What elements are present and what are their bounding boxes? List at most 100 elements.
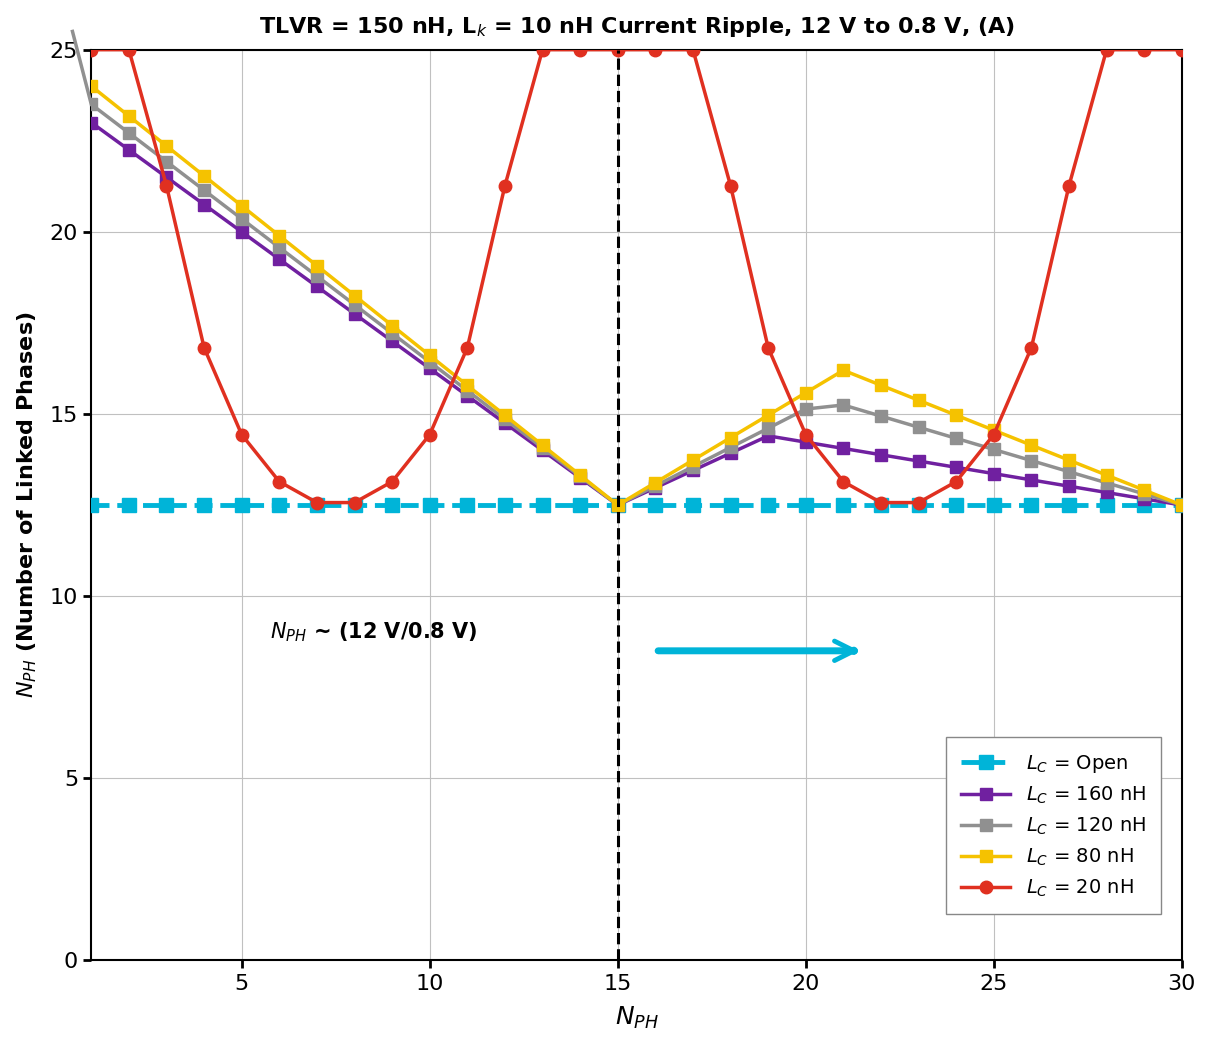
- $L_C$ = Open: [761, 499, 775, 511]
- $L_C$ = 120 nH: [798, 403, 813, 415]
- $L_C$ = 120 nH: [385, 327, 400, 340]
- $L_C$ = Open: [197, 499, 212, 511]
- $L_C$ = 120 nH: [423, 356, 437, 368]
- $L_C$ = 160 nH: [685, 464, 700, 477]
- $L_C$ = 80 nH: [1025, 439, 1039, 452]
- $L_C$ = 120 nH: [648, 480, 662, 493]
- $L_C$ = 80 nH: [84, 79, 98, 92]
- $L_C$ = Open: [723, 499, 737, 511]
- $L_C$ = 20 nH: [385, 475, 400, 487]
- Line: $L_C$ = 120 nH: $L_C$ = 120 nH: [85, 98, 1188, 511]
- $L_C$ = 20 nH: [121, 43, 136, 55]
- $L_C$ = 80 nH: [121, 110, 136, 122]
- $L_C$ = 120 nH: [310, 270, 325, 282]
- $L_C$ = 160 nH: [535, 445, 550, 457]
- Y-axis label: $N_{PH}$ (Number of Linked Phases): $N_{PH}$ (Number of Linked Phases): [15, 312, 39, 699]
- $L_C$ = Open: [272, 499, 287, 511]
- $L_C$ = 80 nH: [798, 386, 813, 399]
- $L_C$ = Open: [310, 499, 325, 511]
- $L_C$ = Open: [159, 499, 173, 511]
- $L_C$ = Open: [121, 499, 136, 511]
- $L_C$ = 120 nH: [573, 471, 587, 483]
- $L_C$ = 120 nH: [949, 432, 964, 445]
- $L_C$ = 120 nH: [197, 184, 212, 197]
- $L_C$ = 80 nH: [573, 469, 587, 481]
- $L_C$ = 160 nH: [836, 442, 850, 455]
- $L_C$ = 80 nH: [648, 476, 662, 488]
- Legend: $L_C$ = Open, $L_C$ = 160 nH, $L_C$ = 120 nH, $L_C$ = 80 nH, $L_C$ = 20 nH: $L_C$ = Open, $L_C$ = 160 nH, $L_C$ = 12…: [946, 737, 1161, 914]
- $L_C$ = 120 nH: [498, 413, 512, 426]
- $L_C$ = 120 nH: [1175, 499, 1189, 511]
- $L_C$ = 120 nH: [761, 422, 775, 434]
- $L_C$ = Open: [1175, 499, 1189, 511]
- $L_C$ = 20 nH: [84, 43, 98, 55]
- $L_C$ = 20 nH: [573, 43, 587, 55]
- Line: $L_C$ = 160 nH: $L_C$ = 160 nH: [85, 116, 1188, 511]
- $L_C$ = 80 nH: [310, 259, 325, 272]
- $L_C$ = 80 nH: [235, 200, 249, 212]
- $L_C$ = 20 nH: [987, 429, 1001, 441]
- $L_C$ = 120 nH: [836, 399, 850, 411]
- $L_C$ = Open: [423, 499, 437, 511]
- $L_C$ = 160 nH: [272, 253, 287, 266]
- $L_C$ = 80 nH: [949, 409, 964, 422]
- $L_C$ = 20 nH: [423, 429, 437, 441]
- $L_C$ = 80 nH: [761, 409, 775, 422]
- $L_C$ = 120 nH: [1137, 487, 1152, 500]
- $L_C$ = 160 nH: [197, 199, 212, 211]
- $L_C$ = 80 nH: [535, 439, 550, 452]
- $L_C$ = 80 nH: [836, 364, 850, 377]
- $L_C$ = 160 nH: [610, 499, 625, 511]
- $L_C$ = Open: [798, 499, 813, 511]
- $L_C$ = 20 nH: [197, 341, 212, 354]
- $L_C$ = 120 nH: [84, 98, 98, 111]
- $L_C$ = Open: [949, 499, 964, 511]
- $L_C$ = 80 nH: [1062, 454, 1077, 467]
- $L_C$ = 160 nH: [949, 461, 964, 474]
- $L_C$ = 80 nH: [423, 349, 437, 362]
- $L_C$ = 80 nH: [348, 290, 362, 302]
- $L_C$ = 80 nH: [385, 319, 400, 332]
- $L_C$ = Open: [987, 499, 1001, 511]
- $L_C$ = Open: [648, 499, 662, 511]
- $L_C$ = 20 nH: [873, 496, 888, 508]
- $L_C$ = Open: [1025, 499, 1039, 511]
- $L_C$ = 160 nH: [798, 436, 813, 449]
- $L_C$ = Open: [1137, 499, 1152, 511]
- $L_C$ = 80 nH: [272, 229, 287, 242]
- $L_C$ = 20 nH: [1175, 43, 1189, 55]
- $L_C$ = Open: [685, 499, 700, 511]
- $L_C$ = 120 nH: [348, 298, 362, 311]
- $L_C$ = 160 nH: [310, 280, 325, 293]
- $L_C$ = 120 nH: [685, 460, 700, 473]
- $L_C$ = 160 nH: [1025, 474, 1039, 486]
- $L_C$ = 80 nH: [498, 409, 512, 422]
- $L_C$ = 80 nH: [460, 379, 475, 391]
- $L_C$ = Open: [1062, 499, 1077, 511]
- $L_C$ = 160 nH: [873, 449, 888, 461]
- $L_C$ = 160 nH: [912, 455, 926, 468]
- $L_C$ = 160 nH: [498, 416, 512, 429]
- $L_C$ = 120 nH: [121, 127, 136, 139]
- $L_C$ = 160 nH: [987, 468, 1001, 480]
- $L_C$ = 160 nH: [121, 143, 136, 156]
- $L_C$ = 160 nH: [84, 116, 98, 129]
- $L_C$ = 20 nH: [159, 180, 173, 192]
- $L_C$ = Open: [836, 499, 850, 511]
- $L_C$ = Open: [498, 499, 512, 511]
- $L_C$ = 120 nH: [912, 420, 926, 433]
- $L_C$ = 20 nH: [1100, 43, 1114, 55]
- $L_C$ = 80 nH: [987, 424, 1001, 436]
- $L_C$ = 120 nH: [535, 441, 550, 454]
- $L_C$ = 120 nH: [235, 212, 249, 225]
- $L_C$ = Open: [385, 499, 400, 511]
- $L_C$ = 160 nH: [648, 481, 662, 494]
- $L_C$ = 160 nH: [159, 170, 173, 183]
- X-axis label: $N_{PH}$: $N_{PH}$: [614, 1005, 659, 1031]
- $L_C$ = 20 nH: [235, 429, 249, 441]
- $L_C$ = 120 nH: [159, 155, 173, 167]
- $L_C$ = 20 nH: [498, 180, 512, 192]
- Line: $L_C$ = 20 nH: $L_C$ = 20 nH: [85, 44, 1188, 508]
- $L_C$ = Open: [235, 499, 249, 511]
- $L_C$ = 120 nH: [987, 444, 1001, 456]
